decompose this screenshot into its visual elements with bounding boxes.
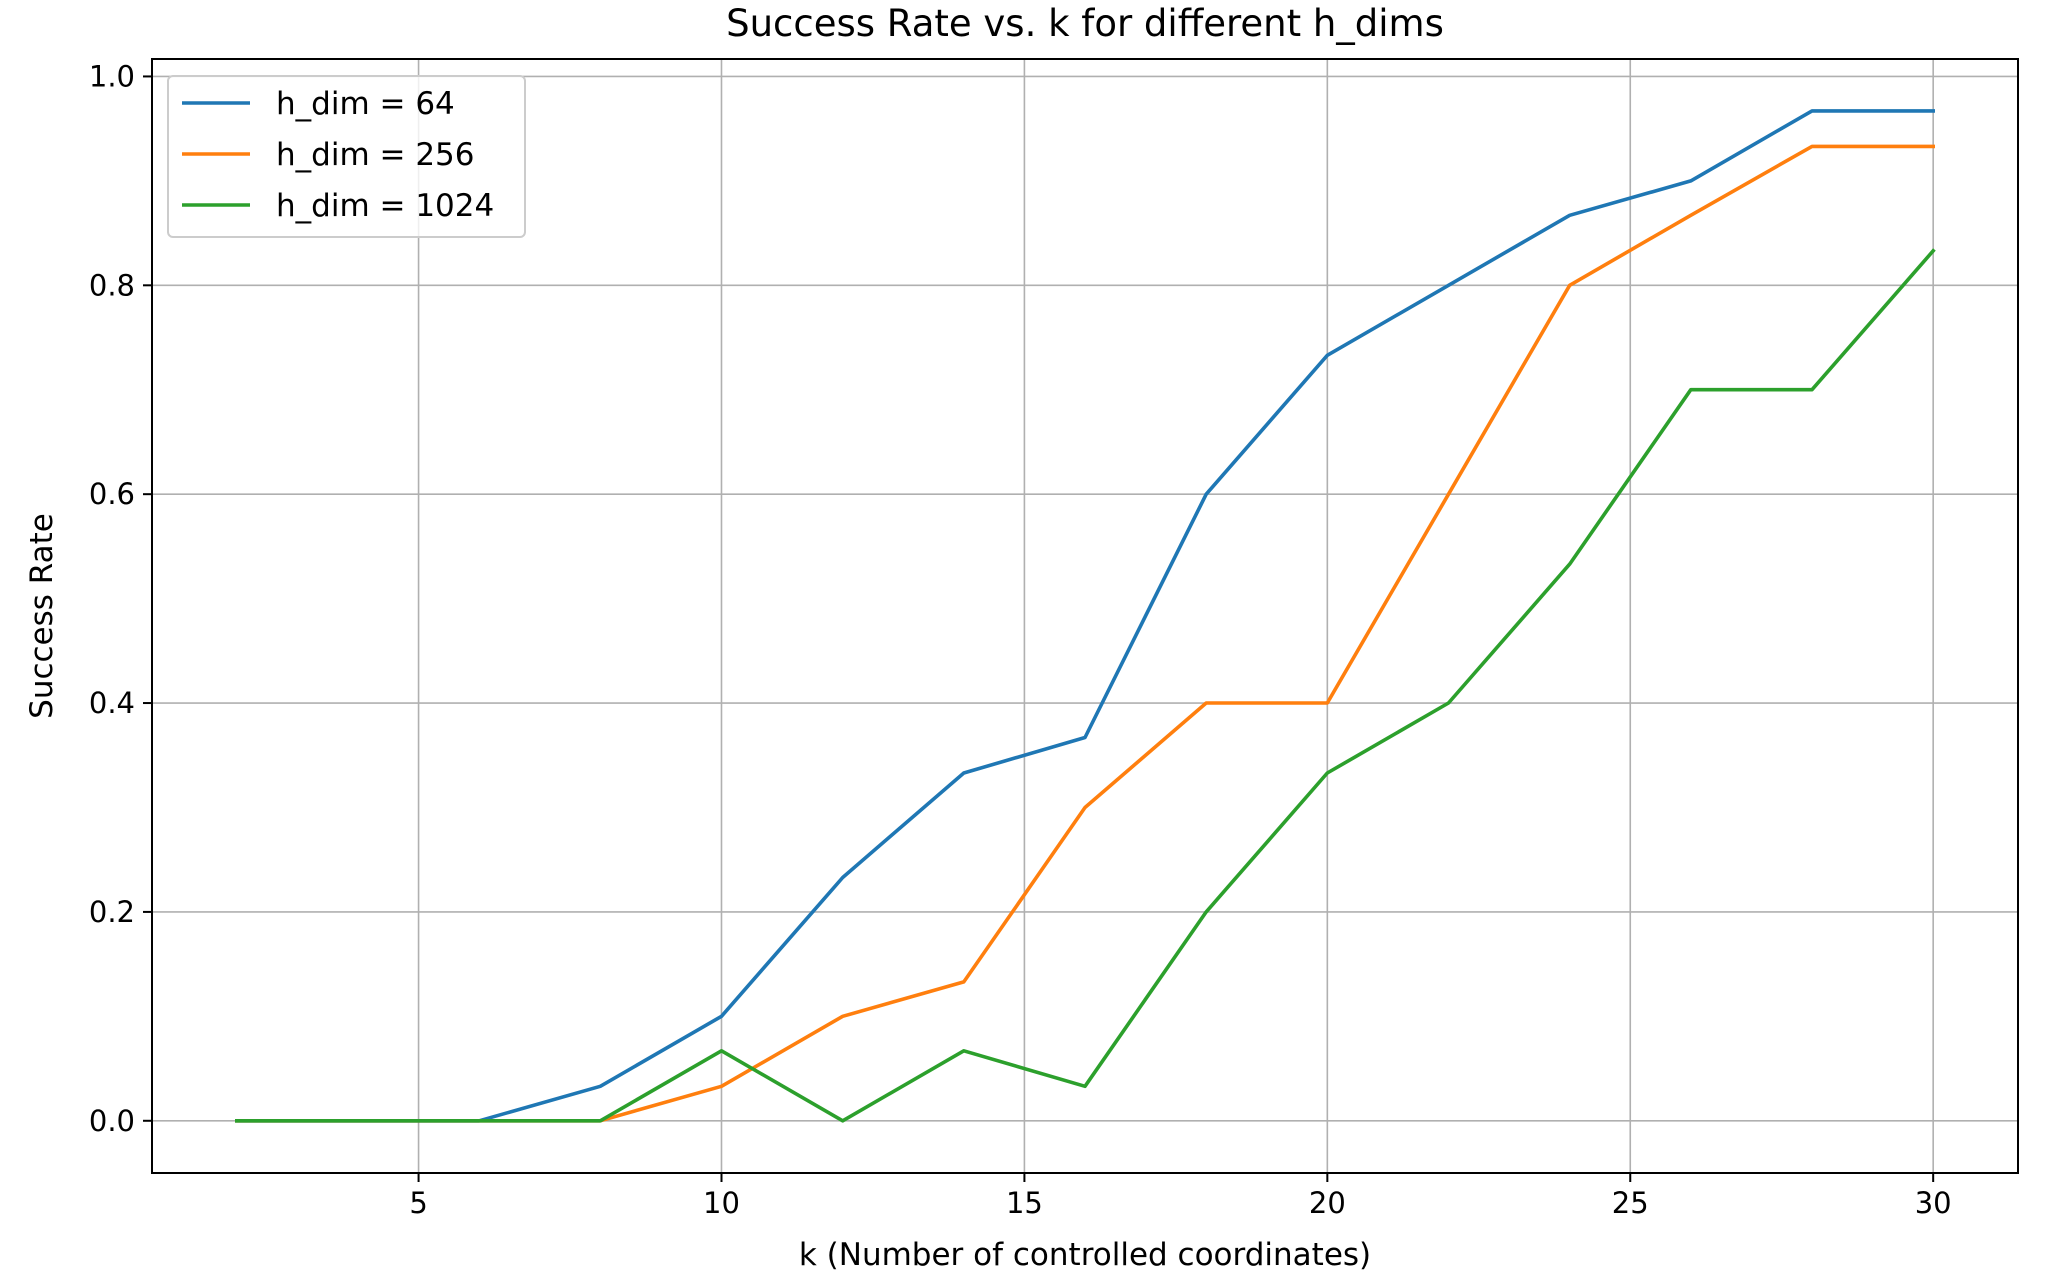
legend-label: h_dim = 64 [276, 86, 455, 122]
legend-label: h_dim = 256 [276, 137, 475, 173]
y-tick-label: 0.8 [89, 268, 135, 302]
x-tick-label: 25 [1612, 1186, 1649, 1220]
series-line-2 [235, 248, 1936, 1123]
x-tick-label: 10 [703, 1186, 740, 1220]
legend-box [167, 75, 526, 238]
y-tick-label: 0.0 [89, 1104, 135, 1138]
plot-frame [151, 58, 2019, 1174]
legend: h_dim = 64 h_dim = 256 h_dim = 1024 [167, 75, 526, 238]
x-tick-label: 20 [1309, 1186, 1346, 1220]
legend-label: h_dim = 1024 [276, 188, 494, 224]
x-tick-label: 5 [409, 1186, 427, 1220]
chart-title: Success Rate vs. k for different h_dims [726, 2, 1444, 45]
x-tick-label: 15 [1006, 1186, 1043, 1220]
y-tick-label: 0.4 [89, 686, 135, 720]
axis-ticks: 5 10 15 20 25 30 0.0 0.2 0.4 0.6 0.8 1.0 [89, 59, 1952, 1220]
y-tick-label: 1.0 [89, 59, 135, 93]
grid [152, 59, 2018, 1173]
x-tick-label: 30 [1915, 1186, 1952, 1220]
series-line-0 [235, 109, 1935, 1123]
x-axis-label: k (Number of controlled coordinates) [799, 1237, 1371, 1273]
plot-lines [235, 109, 1936, 1123]
y-tick-label: 0.2 [89, 895, 135, 929]
y-axis-label: Success Rate [24, 513, 60, 719]
y-tick-label: 0.6 [89, 477, 135, 511]
